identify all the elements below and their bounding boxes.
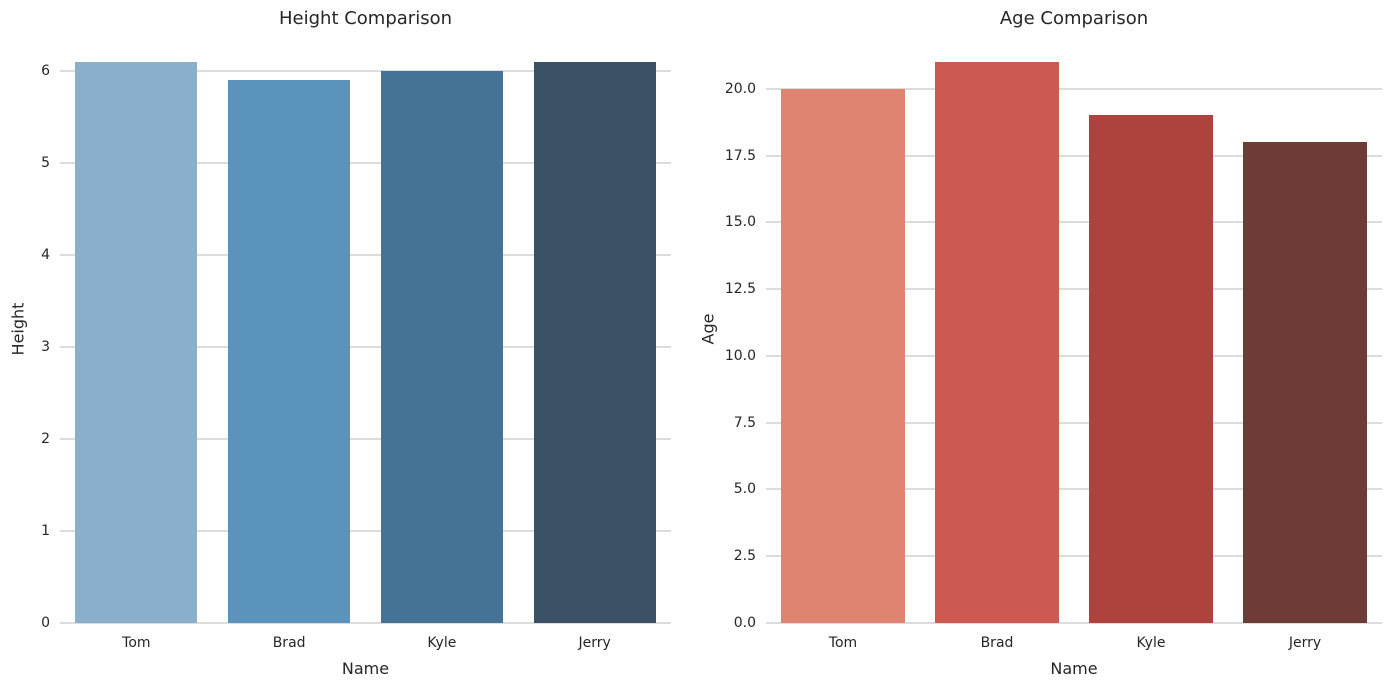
bar-brad [228, 80, 351, 623]
y-tick-label: 2 [41, 431, 50, 448]
y-tick-label: 0.0 [733, 615, 756, 631]
bar-tom [781, 88, 905, 623]
gridline [766, 87, 1382, 90]
gridline [60, 70, 671, 73]
x-tick-label: Brad [980, 635, 1014, 651]
plot-area [60, 34, 671, 624]
gridline [766, 288, 1382, 291]
gridline [766, 154, 1382, 157]
y-tick-label: 0 [41, 615, 50, 631]
gridline [766, 221, 1382, 224]
plot-area [766, 34, 1382, 624]
bar-brad [935, 62, 1059, 623]
y-tick-label: 5.0 [733, 481, 756, 498]
height-comparison-chart: Height Comparison Height Name 0 1 2 3 4 5 6 Tom… [0, 0, 694, 690]
y-tick-label: 5 [41, 155, 50, 172]
y-tick-label: 2.5 [733, 548, 756, 565]
x-tick-label: Jerry [578, 635, 611, 651]
gridline [766, 622, 1382, 624]
gridline [60, 438, 671, 441]
gridline [60, 530, 671, 533]
x-tick-label: Tom [828, 635, 858, 651]
y-tick-label: 20.0 [724, 80, 756, 97]
x-tick-label: Kyle [427, 635, 457, 651]
y-tick-label: 4 [41, 247, 50, 264]
y-tick-label: 15.0 [724, 214, 756, 231]
y-tick-label: 12.5 [724, 281, 756, 298]
gridline [766, 421, 1382, 424]
gridline [766, 354, 1382, 357]
bar-jerry [533, 62, 656, 623]
y-tick-label: 1 [41, 523, 50, 540]
gridline [60, 254, 671, 257]
x-tick-label: Kyle [1136, 635, 1166, 651]
y-tick-label: 7.5 [733, 414, 756, 431]
gridline [60, 622, 671, 624]
y-axis-label: Age [698, 313, 718, 344]
bar-tom [75, 62, 198, 623]
gridline [60, 162, 671, 165]
x-tick-label: Tom [122, 635, 151, 651]
x-tick-label: Brad [272, 635, 306, 651]
age-comparison-chart: Age Comparison Age Name 0.0 2.5 5.0 7.5 10.0… [695, 0, 1389, 690]
y-tick-label: 10.0 [724, 347, 756, 364]
x-axis-label: Name [341, 659, 390, 678]
y-tick-label: 3 [41, 339, 50, 356]
chart-title: Height Comparison [279, 8, 452, 29]
y-tick-label: 17.5 [724, 147, 756, 164]
gridline [766, 555, 1382, 558]
y-tick-label: 6 [41, 63, 50, 80]
gridline [766, 488, 1382, 491]
gridline [60, 346, 671, 349]
bar-kyle [1089, 115, 1213, 623]
x-axis-label: Name [1050, 659, 1098, 678]
bar-jerry [1243, 142, 1367, 623]
x-tick-label: Jerry [1288, 635, 1322, 651]
chart-title: Age Comparison [999, 8, 1149, 29]
bar-kyle [380, 71, 503, 623]
